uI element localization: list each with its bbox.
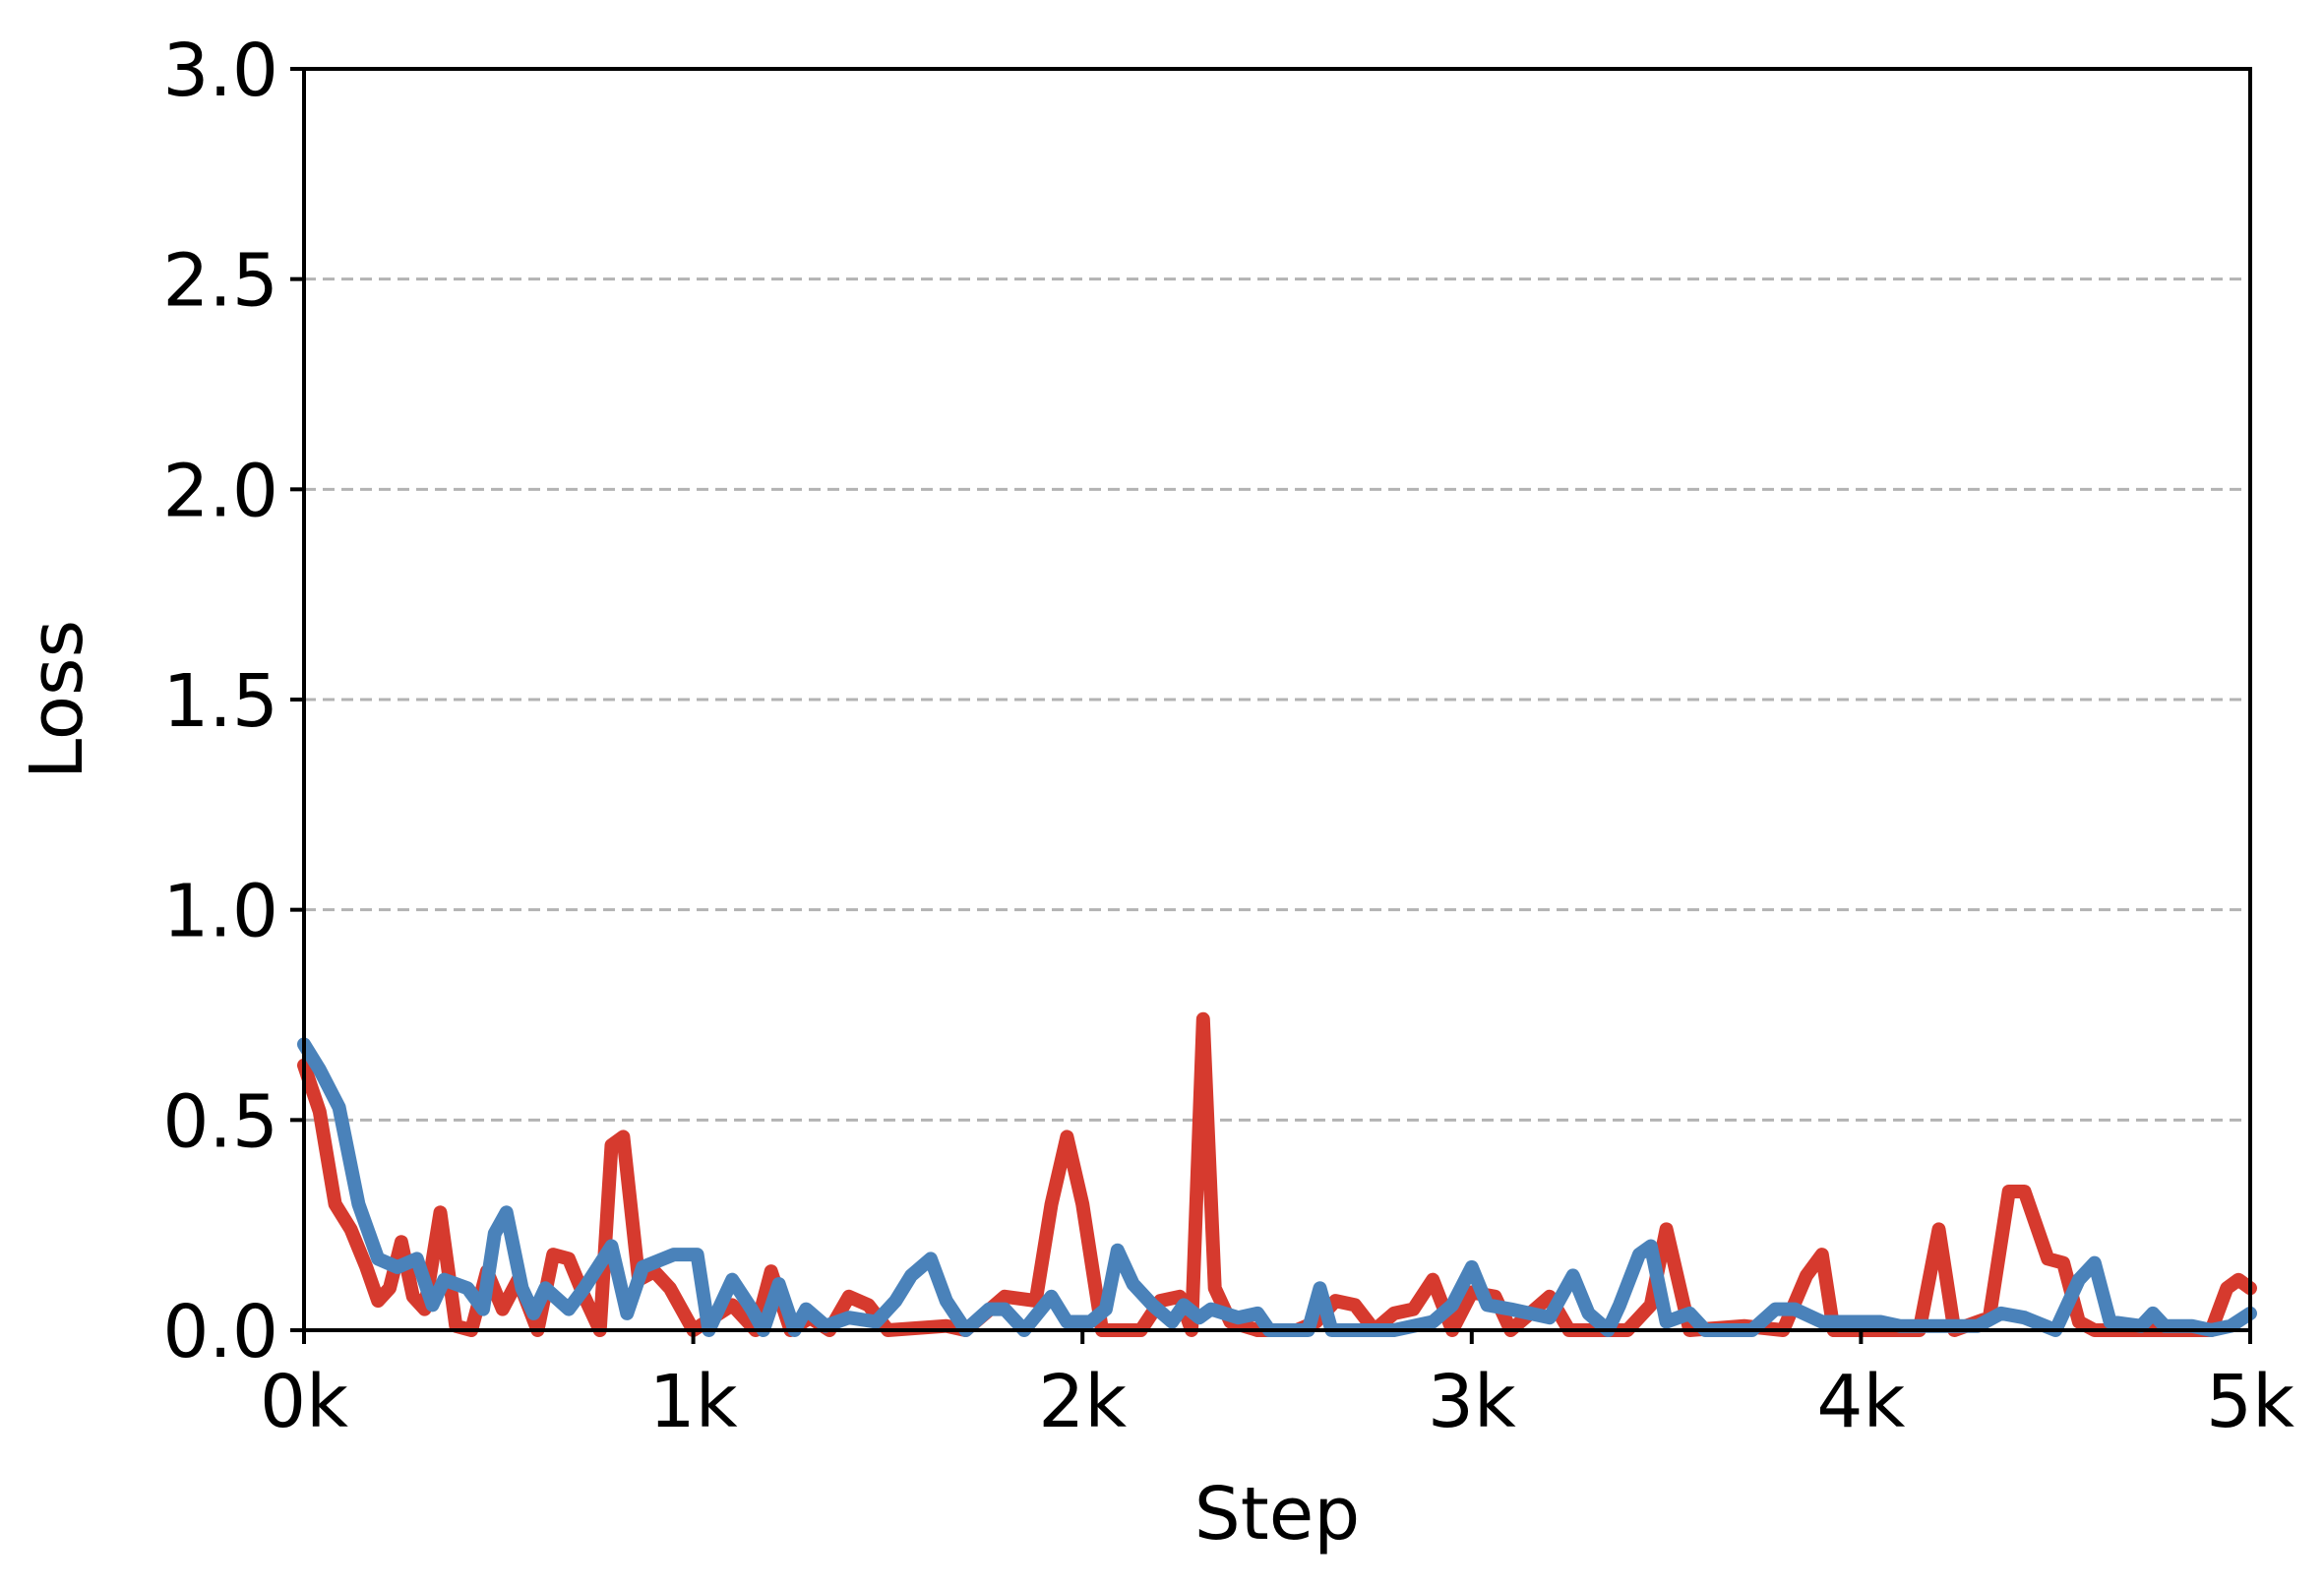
x-tick-label-4: 4k (1816, 1360, 1905, 1444)
y-tick-label-3: 1.5 (162, 659, 278, 744)
grid-lines (304, 277, 2250, 1122)
series-line-1 (297, 1037, 2257, 1337)
y-tick-label-6: 3.0 (162, 29, 278, 113)
x-tick-label-3: 3k (1428, 1360, 1516, 1444)
y-tick-label-1: 0.5 (162, 1079, 278, 1164)
x-tick-label-2: 2k (1038, 1360, 1127, 1444)
series-lines (297, 1011, 2257, 1337)
y-tick-label-2: 1.0 (162, 870, 278, 954)
x-tick-label-1: 1k (649, 1360, 738, 1444)
axis-ticks: 0k 1k 2k 3k 4k 5k 0.0 0.5 1.0 1.5 2.0 2.5 3.0 (162, 29, 2294, 1444)
x-axis-label: Step (1194, 1472, 1361, 1557)
x-tick-label-5: 5k (2206, 1360, 2294, 1444)
series-line-0 (297, 1011, 2257, 1337)
x-tick-label-0: 0k (260, 1360, 348, 1444)
y-axis-label: Loss (15, 620, 99, 779)
y-tick-label-4: 2.0 (162, 449, 278, 533)
y-tick-label-5: 2.5 (162, 239, 278, 324)
y-tick-label-0: 0.0 (162, 1290, 278, 1374)
